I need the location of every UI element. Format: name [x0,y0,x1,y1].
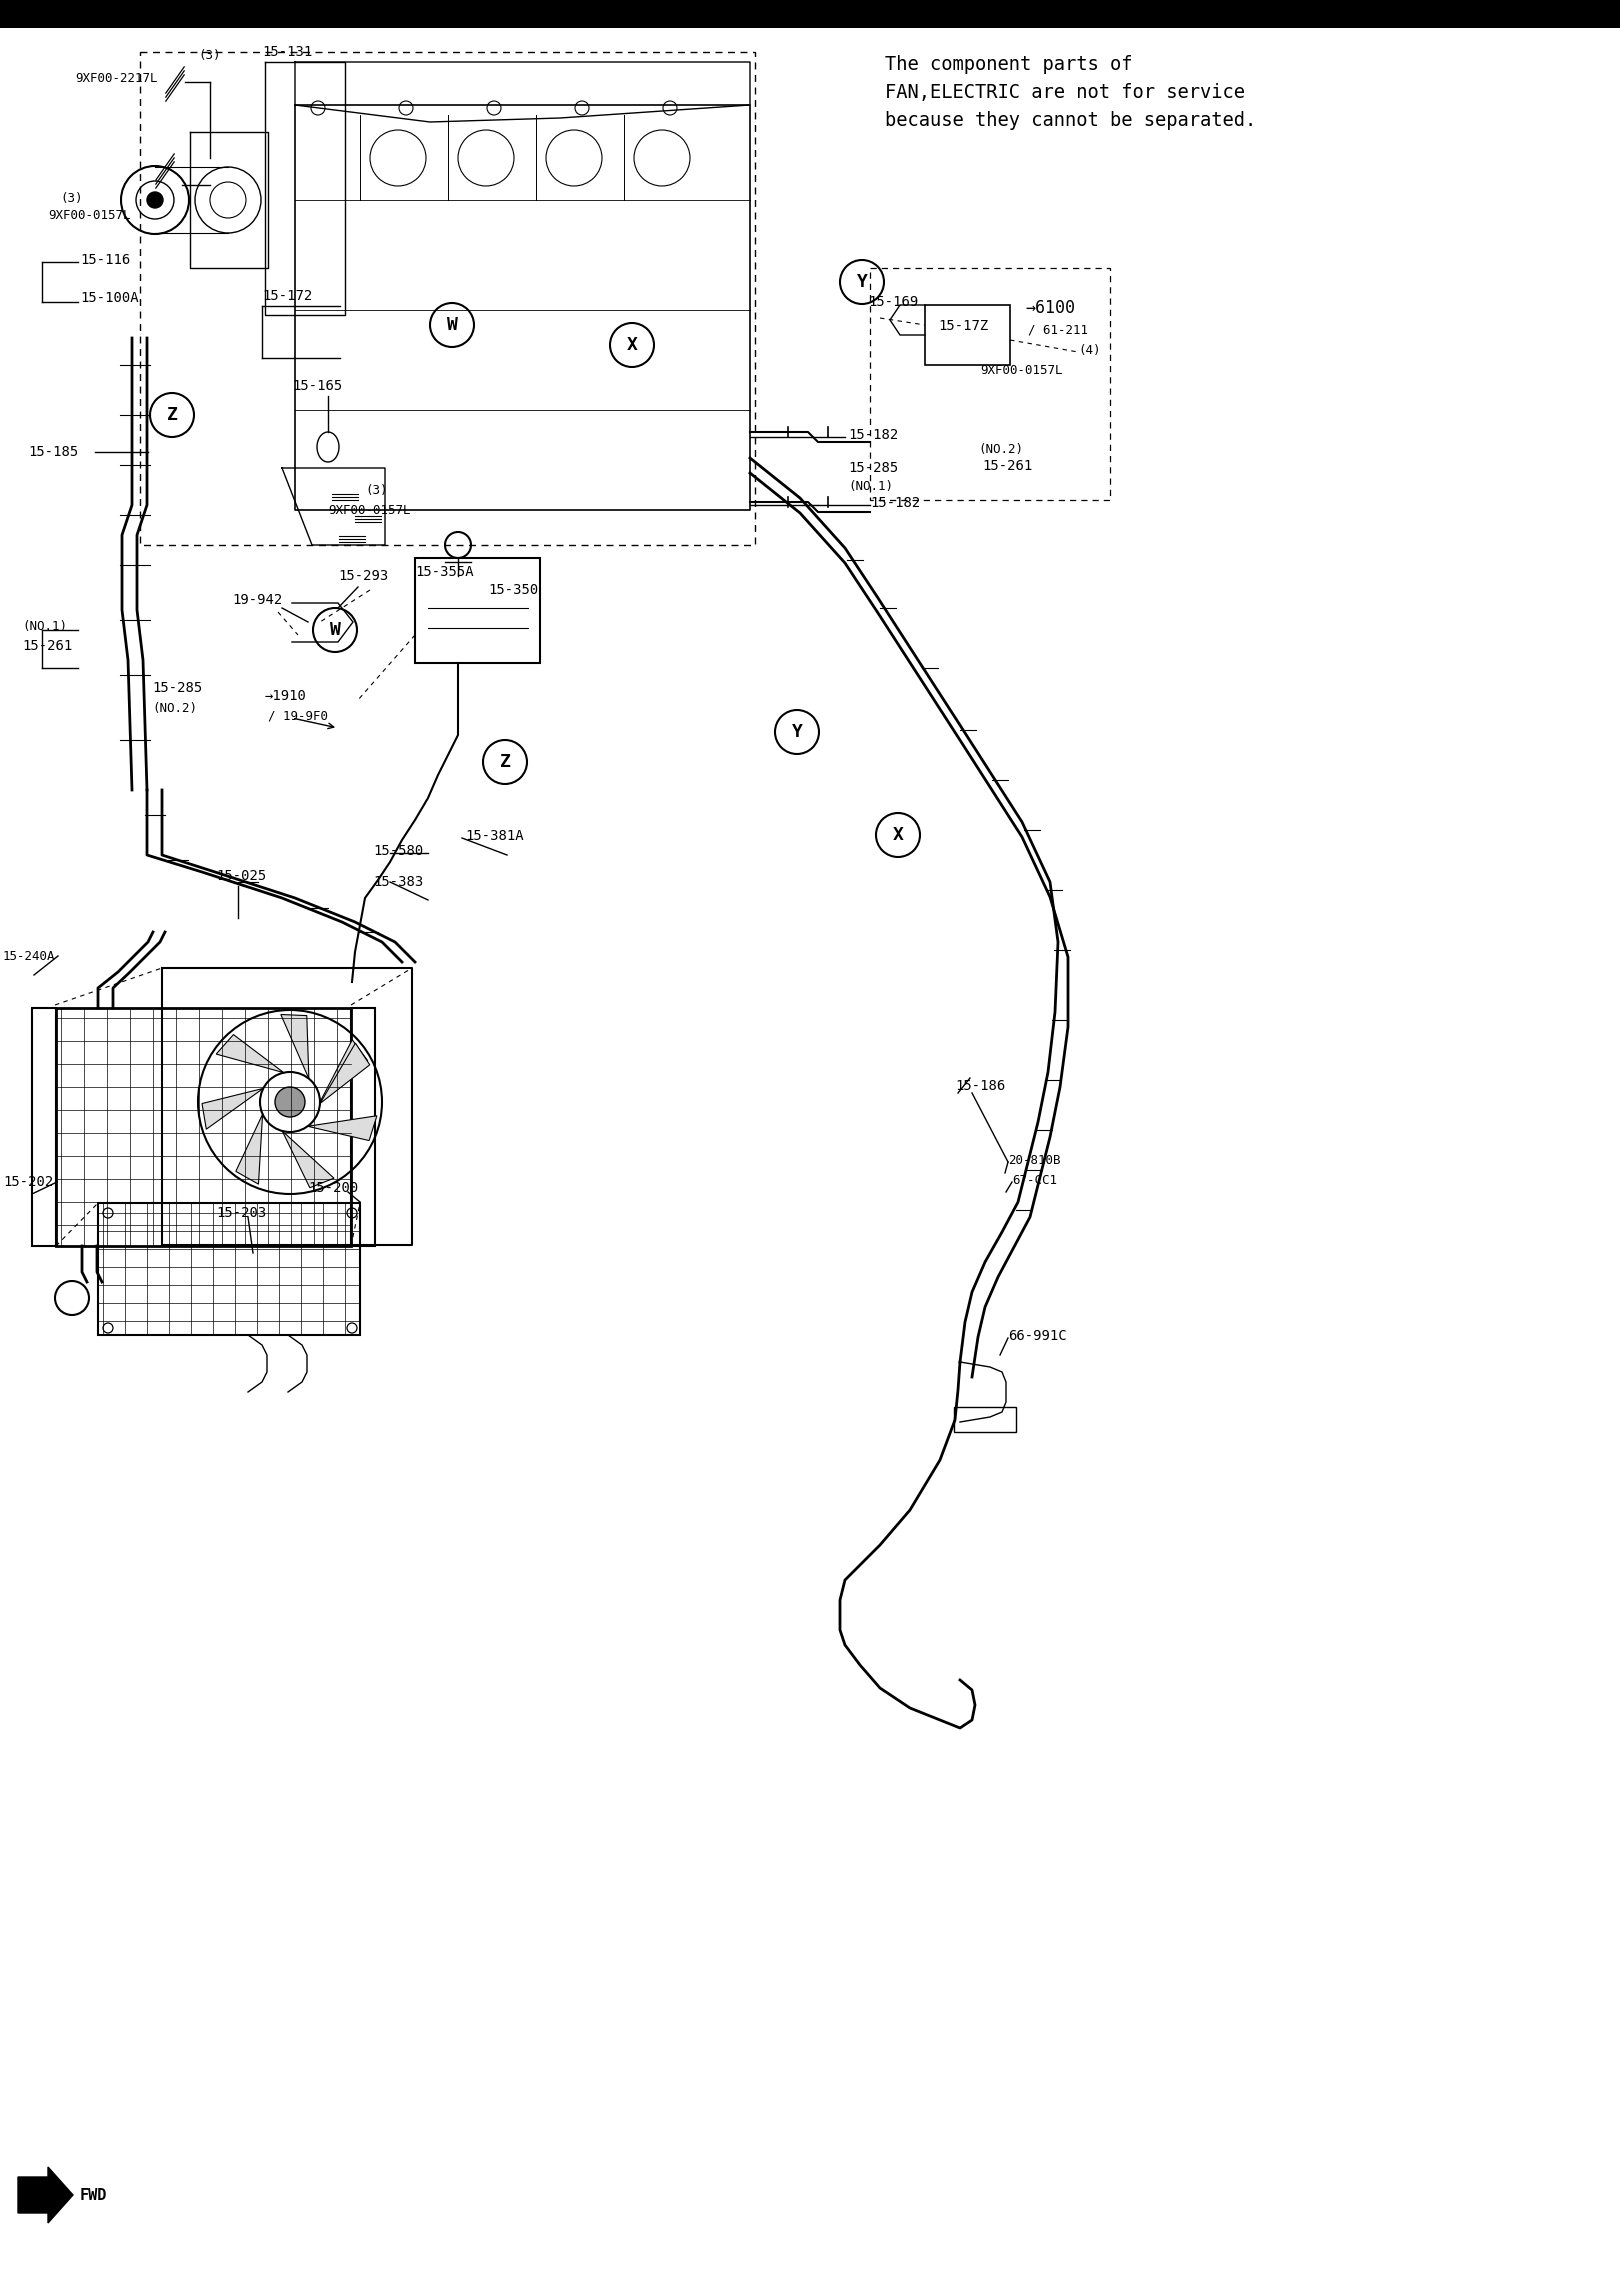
Text: 19-942: 19-942 [232,594,282,608]
Text: 15-381A: 15-381A [465,828,523,842]
Text: 15-580: 15-580 [373,844,423,858]
Bar [97,1204,360,1336]
Text: 9XF00-2217L: 9XF00-2217L [75,71,157,84]
Text: (4): (4) [1077,344,1100,357]
Text: 15-355A: 15-355A [415,564,473,578]
Text: X: X [893,826,904,844]
Text: (NO.2): (NO.2) [978,442,1022,455]
Bar [954,1407,1016,1432]
Text: 15-261: 15-261 [23,640,73,653]
Bar [415,558,539,662]
Text: 15-182: 15-182 [870,496,920,510]
Text: (3): (3) [198,48,220,61]
Text: 9XF00-0157L: 9XF00-0157L [980,364,1063,376]
Text: (NO.1): (NO.1) [23,619,66,633]
Text: / 61-211: / 61-211 [1029,323,1089,337]
Bar [57,1008,352,1245]
Text: (NO.2): (NO.2) [152,701,198,715]
Text: →6100: →6100 [1025,298,1076,316]
Bar [0,0,1620,27]
Polygon shape [321,1042,369,1104]
Text: 15-185: 15-185 [28,446,78,460]
Text: 15-165: 15-165 [292,380,342,394]
Polygon shape [215,1036,284,1072]
Text: W: W [447,316,457,335]
Text: Z: Z [167,405,178,423]
Text: 15-202: 15-202 [3,1174,53,1188]
Text: 15-100A: 15-100A [79,291,139,305]
Text: 15-116: 15-116 [79,253,130,266]
Text: Z: Z [499,753,510,772]
Text: 15-131: 15-131 [262,46,313,59]
Polygon shape [282,1131,334,1188]
Text: X: X [627,337,637,355]
Text: 15-261: 15-261 [982,460,1032,473]
Text: 15-240A: 15-240A [3,949,55,963]
Text: W: W [329,621,340,640]
Text: 15-169: 15-169 [868,296,919,310]
Text: Y: Y [857,273,867,291]
Polygon shape [237,1115,262,1184]
Circle shape [147,191,164,207]
Text: The component parts of
FAN,ELECTRIC are not for service
because they cannot be s: The component parts of FAN,ELECTRIC are … [885,55,1256,130]
Polygon shape [202,1088,264,1129]
Text: 9XF00-0157L: 9XF00-0157L [49,209,131,221]
Bar [925,305,1009,364]
Text: →1910: →1910 [266,690,306,703]
Text: 67-CC1: 67-CC1 [1012,1174,1056,1186]
Text: 20-810B: 20-810B [1008,1154,1061,1168]
Bar [352,1008,374,1245]
Text: (3): (3) [364,483,387,496]
Text: 15-285: 15-285 [847,462,897,476]
Text: Y: Y [792,724,802,742]
Text: 15-186: 15-186 [956,1079,1006,1092]
Text: 15-203: 15-203 [215,1206,266,1220]
Text: / 19-9F0: / 19-9F0 [267,710,327,721]
Text: 15-182: 15-182 [847,428,897,442]
Text: 9XF00-0157L: 9XF00-0157L [327,503,410,517]
Text: 15-383: 15-383 [373,874,423,890]
Text: 15-200: 15-200 [308,1181,358,1195]
Polygon shape [321,1040,368,1102]
Circle shape [275,1088,305,1118]
Polygon shape [280,1015,309,1079]
Polygon shape [308,1115,377,1140]
Text: FWD: FWD [79,2187,107,2203]
Text: 15-172: 15-172 [262,289,313,303]
Text: 15-17Z: 15-17Z [938,319,988,332]
Bar [32,1008,57,1245]
Text: 15-025: 15-025 [215,869,266,883]
Text: (NO.1): (NO.1) [847,480,893,492]
Text: (3): (3) [60,191,83,205]
Text: 15-285: 15-285 [152,681,202,694]
Text: 15-293: 15-293 [339,569,389,583]
Text: 66-991C: 66-991C [1008,1329,1066,1343]
Text: 15-350: 15-350 [488,583,538,596]
Polygon shape [18,2167,73,2224]
